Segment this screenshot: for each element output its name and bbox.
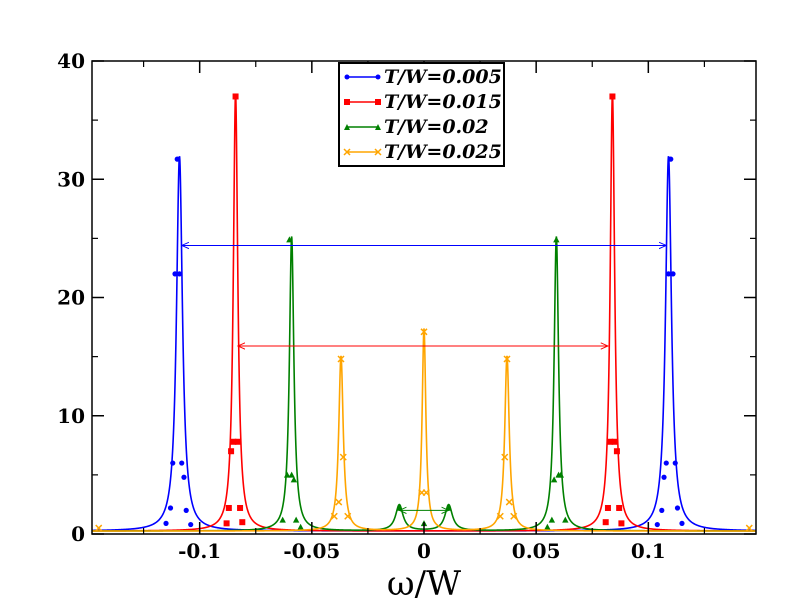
data-point <box>174 156 180 162</box>
legend-entry-3: T/W=0.02 <box>344 116 489 138</box>
data-point <box>420 328 428 336</box>
x-tick-label: -0.1 <box>178 539 221 563</box>
data-point <box>234 438 241 445</box>
legend-box <box>338 62 505 167</box>
data-point <box>496 512 504 520</box>
data-point <box>510 512 518 520</box>
data-point <box>548 516 556 523</box>
data-point <box>225 504 232 511</box>
data-point <box>239 519 246 526</box>
data-point <box>618 520 625 527</box>
legend-entry-4: T/W=0.025 <box>343 141 502 163</box>
data-point <box>604 504 611 511</box>
data-point <box>670 271 676 277</box>
data-point <box>167 505 174 511</box>
data-point <box>665 271 672 277</box>
legend-entry-1: T/W=0.005 <box>344 66 502 88</box>
data-point <box>176 271 183 277</box>
data-point <box>223 520 230 527</box>
data-point <box>501 453 509 461</box>
data-point <box>181 474 187 480</box>
annotation-layer <box>182 245 667 510</box>
data-point <box>607 438 614 445</box>
series-4 <box>92 328 756 532</box>
data-point <box>232 93 239 100</box>
data-point <box>557 471 565 478</box>
plot-frame <box>91 60 757 535</box>
data-point <box>679 520 685 526</box>
data-point <box>228 448 235 455</box>
legend-label-2: T/W=0.015 <box>384 91 502 113</box>
data-point <box>279 516 286 523</box>
data-point <box>183 507 189 513</box>
data-point <box>163 520 169 526</box>
data-point <box>654 521 660 528</box>
data-point <box>609 93 616 100</box>
x-tick-label: 0.05 <box>512 539 561 563</box>
legend-entry-2: T/W=0.015 <box>344 91 502 113</box>
legend-label-1: T/W=0.005 <box>384 66 502 88</box>
data-point <box>544 523 551 530</box>
data-point <box>505 498 513 506</box>
x-tick-label: -0.05 <box>283 539 340 563</box>
y-tick-label: 30 <box>57 167 85 191</box>
data-point <box>344 512 352 520</box>
legend-label-4: T/W=0.025 <box>384 141 502 163</box>
data-point <box>288 471 295 478</box>
data-point <box>188 521 194 528</box>
legend-label-3: T/W=0.02 <box>384 116 489 138</box>
x-axis-title: ω/W <box>387 564 461 604</box>
data-point <box>230 438 237 445</box>
data-point <box>283 471 291 478</box>
data-point <box>179 460 185 466</box>
y-tick-label: 10 <box>57 404 85 428</box>
data-point <box>337 355 345 363</box>
y-tick-label: 0 <box>71 522 85 546</box>
data-point <box>503 355 511 363</box>
data-point <box>611 438 618 445</box>
axes-layer: -0.1 -0.05 0 0.05 0.1 0 10 20 30 40 <box>57 49 756 563</box>
data-point <box>616 504 623 511</box>
x-tick-label: 0 <box>417 539 431 563</box>
data-point <box>292 516 300 523</box>
data-point <box>668 156 674 162</box>
data-point <box>659 507 665 513</box>
data-point <box>562 516 569 523</box>
series-3 <box>92 236 756 532</box>
x-tick-label: 0.1 <box>631 539 666 563</box>
data-point <box>95 524 103 532</box>
data-point <box>335 498 343 506</box>
data-point <box>674 505 681 511</box>
data-point <box>661 474 667 480</box>
data-point <box>745 524 753 532</box>
data-point <box>170 460 176 466</box>
data-point <box>553 236 560 243</box>
data-point <box>339 453 347 461</box>
data-point <box>663 460 669 466</box>
data-point <box>297 523 304 530</box>
data-point <box>330 512 338 520</box>
data-point <box>613 448 620 455</box>
data-point <box>550 476 558 483</box>
data-point <box>286 236 293 243</box>
data-point <box>422 489 430 497</box>
data-point <box>602 519 609 526</box>
y-tick-label: 40 <box>57 49 85 73</box>
data-point <box>237 504 244 511</box>
y-tick-label: 20 <box>57 286 85 310</box>
data-point <box>672 460 678 466</box>
series-line <box>92 236 756 532</box>
data-point <box>172 271 178 277</box>
data-point <box>290 476 298 483</box>
legend: T/W=0.005 T/W=0.015 T/W=0.02 T/W=0.025 <box>338 62 505 167</box>
